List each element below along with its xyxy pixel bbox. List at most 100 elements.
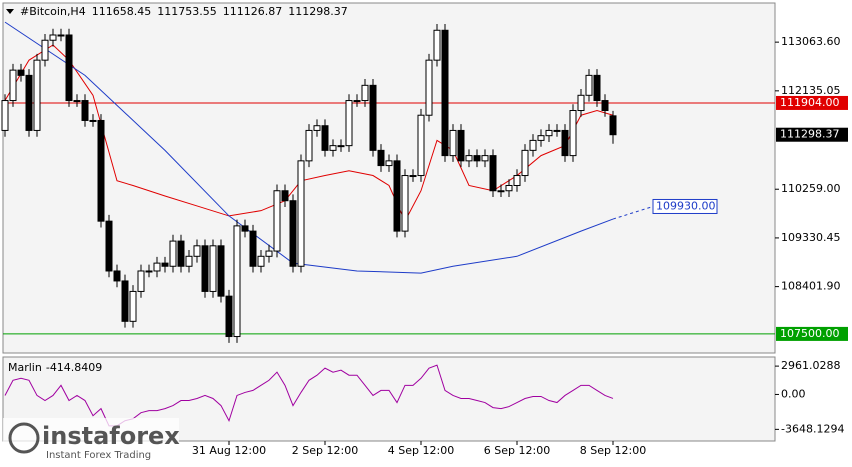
chart-header: #Bitcoin,H4 111658.45 111753.55 111126.87 11… [20,5,348,18]
candle-body [449,129,457,157]
candle-body [105,220,113,272]
candle-body [129,290,137,322]
candle-body [209,245,217,292]
candle-body [281,190,289,202]
level-label-bg [776,95,848,110]
candle-body [273,190,281,252]
logo-icon [8,422,40,454]
candle-body [9,69,17,102]
candle-body [545,129,553,137]
candle-body [489,155,497,192]
candle-body [329,145,337,151]
y-tick-label: 2961.0288 [781,359,841,372]
candle-body [601,100,609,112]
candle-body [465,155,473,162]
candle-body [593,74,601,102]
candle-body [41,39,49,61]
candle-body [161,262,169,267]
candle-body [585,74,593,96]
candle-body [425,59,433,116]
candle-body [153,262,161,272]
candle-body [49,34,57,41]
candle-body [217,245,225,297]
candle-body [561,129,569,157]
candle-body [113,270,121,282]
y-tick-label: 113063.60 [781,35,841,48]
menu-arrow[interactable] [6,9,14,14]
candle-body [81,100,89,121]
last-price-bg [776,127,848,142]
candle-body [17,69,25,76]
last-price-label: 111298.37 [780,128,840,141]
candle-body [33,59,41,131]
candle-body [529,139,537,151]
candle-body [97,119,105,222]
candle-body [145,270,153,273]
y-tick-label: 0.00 [781,387,806,400]
y-tick-label: 110259.00 [781,182,841,195]
header-open: 111658.45 [92,5,152,18]
candle-body [481,155,489,162]
header-high: 111753.55 [157,5,217,18]
candle-body [73,100,81,103]
symbol: #Bitcoin,H4 [20,5,86,18]
y-tick-label: 112135.05 [781,84,841,97]
moving-average [612,205,654,220]
candle-body [193,245,201,257]
candle-body [473,155,481,162]
candle-body [353,100,361,103]
candle-body [65,34,73,102]
y-tick-label: 109330.45 [781,231,841,244]
candle-body [433,29,441,61]
y-tick-label: 108401.90 [781,280,841,293]
candle-body [393,160,401,232]
candle-body [249,230,257,267]
candle-body [553,129,561,132]
level-label: 107500.00 [780,327,840,340]
candle-body [521,149,529,177]
brand: instaforex [42,422,180,450]
header-low: 111126.87 [223,5,283,18]
projection-label: 109930.00 [656,199,716,212]
x-tick-label: 6 Sep 12:00 [484,444,550,457]
projection-label-box [652,198,718,214]
candle-body [409,175,417,178]
candle-body [361,84,369,102]
candle-body [441,29,449,157]
candle-body [577,94,585,112]
candle-body [289,200,297,267]
candle-body [537,135,545,141]
candle-body [297,160,305,267]
candle-body [377,149,385,167]
y-tick-label: -3648.1294 [781,422,844,435]
candle-body [185,255,193,267]
candle-body [337,145,345,148]
x-tick-label: 8 Sep 12:00 [580,444,646,457]
candle-body [569,110,577,157]
candle-body [313,125,321,131]
candle-body [609,115,617,136]
candle-body [241,225,249,232]
candle-body [177,240,185,267]
x-tick-label: 2 Sep 12:00 [292,444,358,457]
candle-body [57,34,65,37]
candle-body [345,100,353,147]
tagline: Instant Forex Trading [46,450,151,461]
main-plot [2,2,776,354]
candle-body [305,129,313,162]
candle-body [225,295,233,338]
moving-average [4,21,614,274]
candle-body [25,74,33,131]
indicator-header: Marlin -414.8409 [8,361,102,374]
candle-body [513,175,521,186]
x-tick-label: 31 Aug 12:00 [192,444,266,457]
candle-body [169,240,177,267]
candle-body [265,250,273,257]
candle-body [401,175,409,232]
candle-body [233,225,241,338]
candle-body [137,270,145,292]
candle-body [505,184,513,192]
candle-body [257,255,265,267]
indicator-name: Marlin [8,361,42,374]
